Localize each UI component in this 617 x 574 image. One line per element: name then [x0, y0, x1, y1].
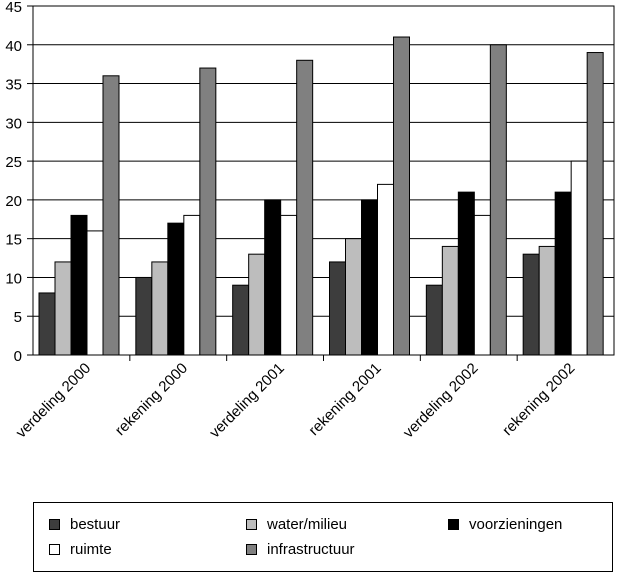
- legend-item-water-milieu: water/milieu: [246, 516, 347, 533]
- legend-label: ruimte: [70, 541, 112, 558]
- bar-water-milieu: [54, 261, 72, 356]
- y-tick-label: 15: [5, 232, 22, 249]
- y-tick-label: 5: [14, 309, 22, 326]
- y-tick-labels: 0 5 10 15 20 25 30 35 40 45: [5, 0, 22, 365]
- y-tick-label: 0: [14, 348, 22, 365]
- x-tick-label: verdeling 2001: [206, 360, 288, 442]
- bar-voorzieningen: [70, 214, 88, 356]
- bar-water-milieu: [248, 253, 266, 356]
- legend-swatch: [448, 519, 459, 530]
- bar-bestuur: [522, 253, 540, 356]
- bar-ruimte: [280, 214, 298, 356]
- legend-item-infrastructuur: infrastructuur: [246, 541, 355, 558]
- bar-water-milieu: [441, 245, 459, 356]
- bar-bestuur: [232, 284, 250, 356]
- bar-bestuur: [329, 261, 346, 356]
- legend-item-bestuur: bestuur: [49, 516, 120, 533]
- bar-voorzieningen: [554, 191, 572, 356]
- bar-water-milieu: [538, 245, 556, 356]
- x-tick-label: rekening 2000: [112, 360, 191, 439]
- legend-item-ruimte: ruimte: [49, 541, 112, 558]
- bar-bestuur: [135, 276, 153, 356]
- y-tick-label: 30: [5, 115, 22, 132]
- legend-swatch: [49, 519, 60, 530]
- x-tick-labels: verdeling 2000 rekening 2000 verdeling 200…: [13, 360, 579, 442]
- bar-voorzieningen: [457, 191, 475, 356]
- y-tick-label: 45: [5, 0, 22, 16]
- bar-voorzieningen: [264, 199, 282, 356]
- bar-water-milieu: [151, 261, 169, 356]
- legend-label: infrastructuur: [267, 541, 355, 558]
- bar-voorzieningen: [361, 199, 378, 356]
- bar-infrastructuur: [489, 44, 507, 356]
- x-tick-label: rekening 2001: [305, 360, 384, 439]
- y-tick-label: 10: [5, 270, 22, 287]
- y-tick-label: 40: [5, 38, 22, 55]
- bar-infrastructuur: [393, 36, 410, 356]
- legend-swatch: [246, 519, 257, 530]
- bars: [38, 36, 604, 356]
- bar-infrastructuur: [296, 59, 314, 356]
- x-tick-label: verdeling 2002: [400, 360, 482, 442]
- x-tick-label: rekening 2002: [499, 360, 578, 439]
- legend-swatch: [246, 544, 257, 555]
- legend: bestuur water/milieu voorzieningen ruimt…: [33, 502, 613, 572]
- bar-voorzieningen: [167, 222, 185, 356]
- legend-label: water/milieu: [267, 516, 348, 533]
- legend-swatch: [49, 544, 60, 555]
- legend-label: voorzieningen: [469, 516, 563, 533]
- bar-infrastructuur: [199, 67, 217, 356]
- legend-label: bestuur: [70, 516, 121, 533]
- bar-ruimte: [183, 214, 201, 356]
- bar-infrastructuur: [586, 52, 604, 356]
- y-tick-label: 20: [5, 193, 22, 210]
- bar-ruimte: [570, 160, 588, 356]
- axes: [27, 5, 615, 361]
- y-tick-label: 35: [5, 77, 22, 94]
- y-tick-label: 25: [5, 154, 22, 171]
- bar-ruimte: [86, 230, 104, 356]
- bar-water-milieu: [345, 238, 362, 356]
- bar-ruimte: [473, 214, 491, 356]
- bar-bestuur: [38, 292, 56, 356]
- plot-frame: [32, 5, 615, 356]
- bar-bestuur: [425, 284, 443, 356]
- x-tick-label: verdeling 2000: [13, 360, 95, 442]
- bar-ruimte: [377, 183, 394, 356]
- legend-item-voorzieningen: voorzieningen: [448, 516, 562, 533]
- bar-infrastructuur: [102, 75, 120, 356]
